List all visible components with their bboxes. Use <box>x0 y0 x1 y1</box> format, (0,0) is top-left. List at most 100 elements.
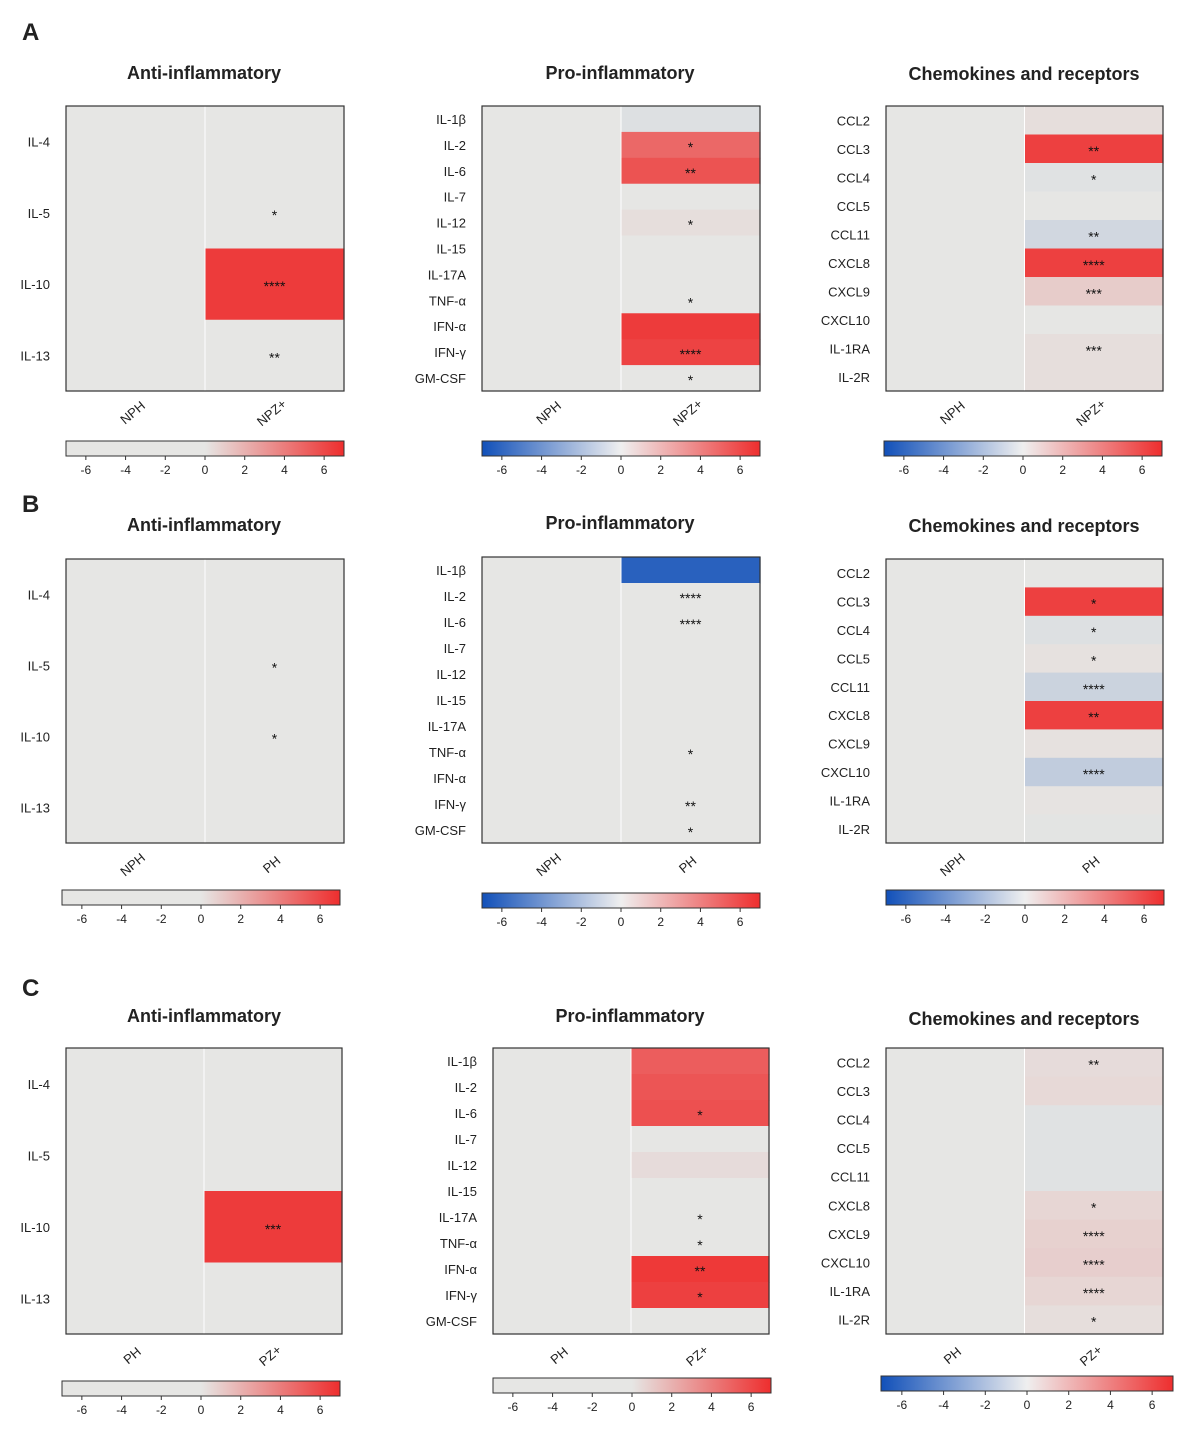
row-label: CXCL8 <box>828 256 870 271</box>
heatmap-cell <box>621 583 761 610</box>
heatmap-cell <box>1024 1219 1164 1249</box>
heatmap-cell <box>886 106 1026 136</box>
heatmap-cell <box>66 1119 205 1192</box>
row-label: IL-6 <box>455 1106 477 1121</box>
heatmap-cell <box>621 791 761 818</box>
heatmap-frame <box>885 558 1164 844</box>
heatmap-cell <box>1024 757 1164 787</box>
colorbar-tick-label: -4 <box>938 463 949 477</box>
heatmap-frame <box>481 105 761 392</box>
row-label: IL-7 <box>455 1132 477 1147</box>
column-label: PZ+ <box>683 1342 711 1369</box>
significance-mark: ** <box>269 349 280 365</box>
significance-mark: * <box>1091 1314 1097 1330</box>
chart-title: Pro-inflammatory <box>545 63 694 83</box>
colorbar <box>481 440 761 457</box>
panel-label-a: A <box>22 19 39 46</box>
heatmap-cell <box>1024 191 1164 221</box>
colorbar-tick-label: 2 <box>668 1400 675 1414</box>
colorbar-tick-label: -2 <box>980 1398 991 1412</box>
row-label: CCL3 <box>837 142 870 157</box>
heatmap-cell <box>886 1276 1026 1306</box>
significance-mark: **** <box>1083 766 1105 782</box>
heatmap-cell <box>66 1048 205 1121</box>
colorbar-tick-label: 2 <box>1065 1398 1072 1412</box>
heatmap-cell <box>493 1204 632 1231</box>
chart-title: Chemokines and receptors <box>908 1009 1139 1029</box>
panel-label-b: B <box>22 491 39 518</box>
row-label: IL-5 <box>28 1148 50 1163</box>
row-label: IL-15 <box>436 242 466 257</box>
row-label: IL-12 <box>447 1158 477 1173</box>
heatmap-cell <box>1024 1305 1164 1335</box>
row-label: IL-5 <box>28 659 50 674</box>
significance-mark: **** <box>1083 1285 1105 1301</box>
heatmap-cell <box>204 1262 343 1335</box>
heatmap-cell <box>886 786 1026 816</box>
heatmap-cell <box>1024 786 1164 816</box>
heatmap-cell <box>886 248 1026 278</box>
row-label: IL-1RA <box>830 341 871 356</box>
row-label: IL-2R <box>838 370 870 385</box>
row-label: IL-15 <box>436 693 466 708</box>
heatmap-cell <box>1024 644 1164 674</box>
heatmap-cell <box>205 248 345 321</box>
row-label: IL-2R <box>838 1313 870 1328</box>
column-label: PZ+ <box>1077 1342 1105 1369</box>
heatmap-cell <box>205 630 345 702</box>
heatmap-cell <box>1024 106 1164 136</box>
chart-title: Chemokines and receptors <box>908 64 1139 84</box>
heatmap-cell <box>1024 1276 1164 1306</box>
significance-mark: * <box>272 731 278 747</box>
heatmap-c-1: Anti-inflammatory IL-4 IL-5 IL-10 IL-13 *** PH… <box>20 1006 343 1417</box>
heatmap-cell <box>1024 814 1164 844</box>
heatmap-cell <box>886 1191 1026 1221</box>
row-label: GM-CSF <box>415 371 466 386</box>
row-label: IL-1β <box>436 563 466 578</box>
heatmap-cell <box>631 1204 770 1231</box>
significance-mark: **** <box>680 616 702 632</box>
significance-mark: * <box>697 1237 703 1253</box>
heatmap-cell <box>621 287 761 314</box>
row-label: IL-7 <box>444 190 466 205</box>
heatmap-cell <box>886 191 1026 221</box>
colorbar-tick-label: 4 <box>277 912 284 926</box>
significance-mark: * <box>688 824 694 840</box>
significance-mark: * <box>1091 624 1097 640</box>
column-label: PH <box>1079 853 1102 876</box>
significance-mark: * <box>688 372 694 388</box>
heatmap-cell <box>886 757 1026 787</box>
heatmap-cell <box>621 106 761 133</box>
row-label: IL-1RA <box>830 1284 871 1299</box>
row-label: IL-2 <box>444 589 466 604</box>
heatmap-cell <box>66 772 206 844</box>
column-label: NPH <box>937 398 968 427</box>
heatmap-cell <box>66 630 206 702</box>
heatmap-cell <box>205 106 345 178</box>
row-label: CCL5 <box>837 651 870 666</box>
row-label: IL-10 <box>20 277 50 292</box>
heatmap-cell <box>66 177 206 250</box>
heatmap-cell <box>66 319 206 392</box>
heatmap-cell <box>482 235 622 263</box>
significance-mark: ** <box>695 1263 706 1279</box>
row-label: CCL3 <box>837 595 870 610</box>
heatmap-cell <box>1024 587 1164 617</box>
colorbar-tick-label: 4 <box>1099 463 1106 477</box>
row-label: TNF-α <box>429 745 467 760</box>
heatmap-cell <box>631 1048 770 1075</box>
significance-mark: * <box>272 660 278 676</box>
row-label: IFN-α <box>444 1262 477 1277</box>
row-label: IFN-α <box>433 319 466 334</box>
heatmap-cell <box>1024 334 1164 364</box>
heatmap-cell <box>493 1178 632 1205</box>
heatmap-cell <box>482 635 622 662</box>
colorbar-tick-label: 2 <box>237 912 244 926</box>
colorbar-tick-label: -4 <box>120 463 131 477</box>
significance-mark: ** <box>1088 709 1099 725</box>
heatmap-cell <box>1024 220 1164 250</box>
heatmap-cell <box>1024 1133 1164 1163</box>
colorbar-tick-label: 0 <box>629 1400 636 1414</box>
colorbar-tick-label: 6 <box>321 463 328 477</box>
heatmap-a-1: Anti-inflammatoryIL-4IL-5IL-10IL-13*****… <box>20 63 345 477</box>
